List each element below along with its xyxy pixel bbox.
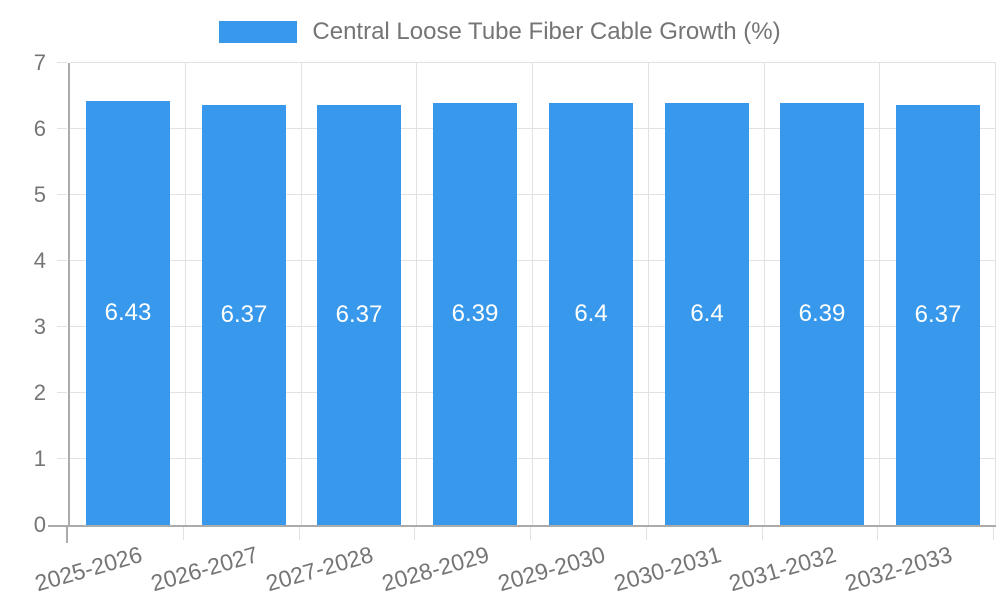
y-axis-tick-mark <box>57 194 67 195</box>
h-gridline <box>70 326 996 327</box>
y-axis-tick-mark <box>57 392 67 393</box>
y-axis-tick-label: 5 <box>33 182 46 207</box>
v-gridline <box>301 63 302 525</box>
h-gridline <box>70 458 996 459</box>
chart-legend[interactable]: Central Loose Tube Fiber Cable Growth (%… <box>0 18 1000 46</box>
bar[interactable]: 6.4 <box>665 103 749 525</box>
v-gridline <box>879 63 880 525</box>
y-axis-tick-label: 4 <box>33 248 46 273</box>
bar-value-label: 6.4 <box>574 300 608 327</box>
y-axis-tick-mark <box>57 260 67 261</box>
v-gridline <box>995 63 996 525</box>
bar[interactable]: 6.37 <box>202 105 286 525</box>
v-gridline <box>416 63 417 525</box>
y-axis-tick-mark <box>57 326 67 327</box>
bar-value-label: 6.39 <box>798 300 846 327</box>
h-gridline <box>70 392 996 393</box>
x-axis-tick-mark <box>762 527 763 540</box>
x-axis-tick-mark <box>877 527 878 540</box>
plot-area: 6.43 6.37 6.37 6.39 6.4 6.4 6.39 6.37 <box>68 62 996 527</box>
v-gridline <box>532 63 533 525</box>
h-gridline <box>70 194 996 195</box>
y-axis-tick-label: 0 <box>33 512 46 537</box>
x-axis-tick-mark <box>299 527 300 540</box>
v-gridline <box>185 63 186 525</box>
x-axis-tick-mark <box>414 527 415 540</box>
y-axis-tick-mark <box>57 62 67 63</box>
y-axis-tick-mark <box>57 128 67 129</box>
y-axis-tick-mark <box>57 458 67 459</box>
y-axis-tick-label: 1 <box>33 446 46 471</box>
y-axis-tick-label: 6 <box>33 116 46 141</box>
bar[interactable]: 6.39 <box>780 103 864 525</box>
bar-value-label: 6.37 <box>220 301 268 328</box>
bar-value-label: 6.43 <box>104 299 152 326</box>
bar[interactable]: 6.43 <box>86 101 170 525</box>
bar[interactable]: 6.37 <box>896 105 980 525</box>
bar-value-label: 6.37 <box>914 301 962 328</box>
y-axis-tick-label: 3 <box>33 314 46 339</box>
bar[interactable]: 6.4 <box>549 103 633 525</box>
h-gridline <box>70 62 996 63</box>
bar[interactable]: 6.39 <box>433 103 517 525</box>
v-gridline <box>648 63 649 525</box>
y-axis-tick-label: 7 <box>33 50 46 75</box>
bar-value-label: 6.4 <box>690 300 724 327</box>
bar-value-label: 6.37 <box>335 301 383 328</box>
x-zero-tick-mark <box>66 527 68 543</box>
y-axis-tick-label: 2 <box>33 380 46 405</box>
x-axis-tick-mark <box>183 527 184 540</box>
v-gridline <box>764 63 765 525</box>
x-axis-tick-mark <box>530 527 531 540</box>
h-gridline <box>70 128 996 129</box>
bar-value-label: 6.39 <box>451 300 499 327</box>
x-axis-tick-mark <box>993 527 994 540</box>
bar[interactable]: 6.37 <box>317 105 401 525</box>
y-zero-tick-mark <box>48 525 68 527</box>
h-gridline <box>70 260 996 261</box>
legend-swatch-icon <box>219 21 298 43</box>
x-axis-tick-mark <box>646 527 647 540</box>
legend-label: Central Loose Tube Fiber Cable Growth (%… <box>312 18 781 45</box>
